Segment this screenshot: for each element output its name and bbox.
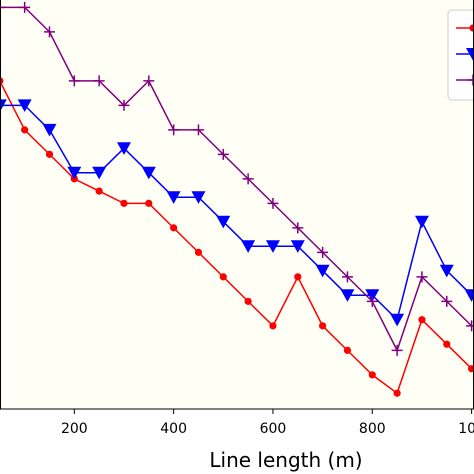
series-3-point xyxy=(366,295,378,307)
legend xyxy=(447,9,474,101)
series-2-point xyxy=(340,289,355,302)
series-3-point xyxy=(391,344,403,356)
x-tick-label: 400 xyxy=(160,421,187,437)
series-1-point xyxy=(343,346,352,354)
x-tick-label: 100 xyxy=(458,421,474,437)
series-1-point xyxy=(95,187,103,195)
series-1-point xyxy=(120,199,128,207)
series-2-point xyxy=(464,289,474,302)
series-1-point xyxy=(21,126,29,134)
series-1-point xyxy=(418,316,426,324)
series-2-point xyxy=(17,99,32,112)
series-3 xyxy=(0,1,474,356)
series-2-point xyxy=(290,240,305,253)
series-3-point xyxy=(217,148,229,160)
series-3-point xyxy=(43,26,55,38)
series-1-point xyxy=(244,297,252,305)
series-layer xyxy=(0,1,474,397)
series-1-point xyxy=(219,273,227,281)
series-2-point xyxy=(92,166,107,180)
series-3-point xyxy=(292,222,304,234)
series-2-point xyxy=(315,264,330,278)
series-3-point xyxy=(0,1,6,13)
series-1-point xyxy=(45,150,54,158)
series-2-point xyxy=(166,191,181,204)
plot-area xyxy=(0,0,474,409)
series-3-point xyxy=(242,173,254,185)
series-1-point xyxy=(319,322,327,330)
x-tick-label: 600 xyxy=(260,421,287,437)
series-3-point xyxy=(341,271,353,283)
x-axis-ticks: 200 400 600 800 100 xyxy=(61,409,474,437)
x-tick-label: 200 xyxy=(61,421,88,437)
series-2-point xyxy=(42,123,57,137)
series-1-point xyxy=(368,371,376,379)
series-1-point xyxy=(145,199,153,207)
series-3-point xyxy=(168,124,180,136)
series-1-point xyxy=(294,273,302,281)
series-2-point xyxy=(116,142,131,155)
series-3-point xyxy=(192,124,204,136)
series-2-point xyxy=(365,289,380,302)
series-3-point xyxy=(118,99,130,111)
series-2-point xyxy=(216,215,231,229)
series-2-point xyxy=(0,99,7,112)
series-2 xyxy=(0,99,474,327)
series-3-point xyxy=(93,75,105,87)
x-tick-label: 800 xyxy=(359,421,386,437)
x-axis-label: Line length (m) xyxy=(209,448,362,472)
series-1-point xyxy=(443,340,451,348)
series-2-point xyxy=(191,191,206,204)
series-1-point xyxy=(468,365,474,373)
series-3-point xyxy=(68,75,80,87)
series-1-point xyxy=(393,389,401,397)
series-3-point xyxy=(441,295,453,307)
legend-box xyxy=(447,9,474,101)
series-3-point xyxy=(19,1,31,13)
series-1-point xyxy=(269,322,277,330)
series-1-point xyxy=(194,248,203,256)
series-2-point xyxy=(390,313,405,327)
series-2-point xyxy=(241,240,256,253)
series-3-point xyxy=(267,197,279,209)
series-3-point xyxy=(466,320,474,332)
series-2-point xyxy=(439,264,454,278)
series-3-point xyxy=(317,246,329,258)
series-3-point xyxy=(416,271,428,283)
legend-marker xyxy=(466,48,474,61)
series-3-point xyxy=(143,75,155,87)
series-1-point xyxy=(170,224,178,232)
legend-marker xyxy=(469,24,474,32)
series-2-point xyxy=(141,166,156,180)
series-2-point xyxy=(414,215,429,229)
series-2-point xyxy=(265,240,280,253)
series-2-point xyxy=(67,166,82,180)
